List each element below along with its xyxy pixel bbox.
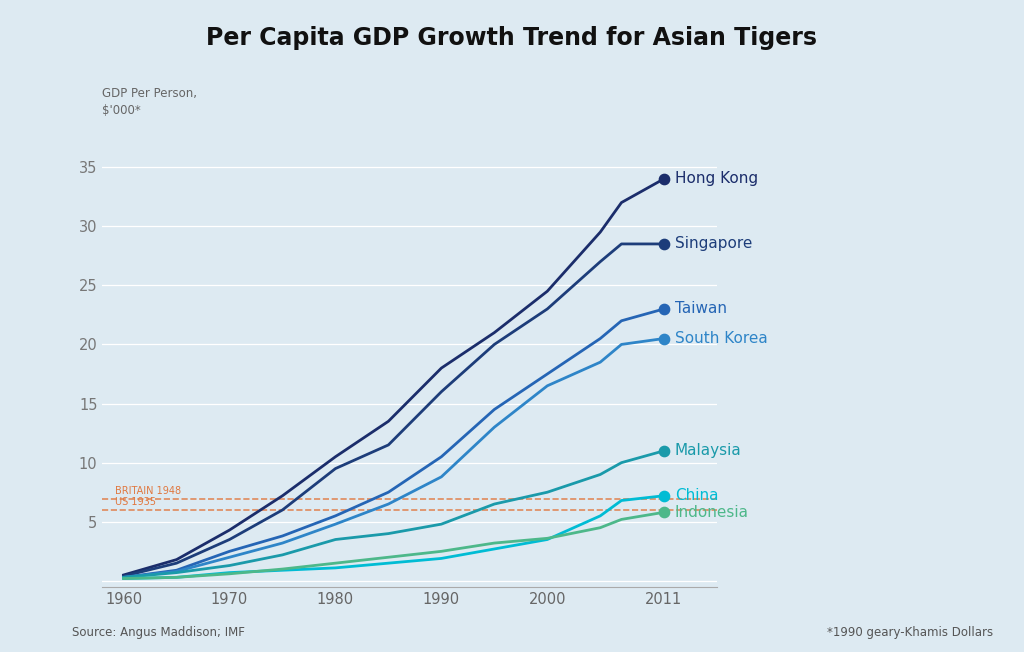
Text: US 1935: US 1935: [115, 497, 156, 507]
Point: [655, 333, 672, 344]
Text: China: China: [675, 488, 719, 503]
Text: GDP Per Person,
$'000*: GDP Per Person, $'000*: [102, 87, 198, 117]
Text: Singapore: Singapore: [675, 237, 753, 252]
Text: *1990 geary-Khamis Dollars: *1990 geary-Khamis Dollars: [827, 626, 993, 639]
Point: [655, 445, 672, 456]
Text: BRITAIN 1948: BRITAIN 1948: [115, 486, 181, 496]
Point: [655, 507, 672, 518]
Text: Malaysia: Malaysia: [675, 443, 741, 458]
Text: Hong Kong: Hong Kong: [675, 171, 758, 186]
Point: [655, 239, 672, 249]
Text: Indonesia: Indonesia: [675, 505, 749, 520]
Text: South Korea: South Korea: [675, 331, 768, 346]
Point: [655, 304, 672, 314]
Text: Taiwan: Taiwan: [675, 301, 727, 316]
Point: [655, 490, 672, 501]
Text: Source: Angus Maddison; IMF: Source: Angus Maddison; IMF: [72, 626, 245, 639]
Point: [655, 173, 672, 184]
Text: Per Capita GDP Growth Trend for Asian Tigers: Per Capita GDP Growth Trend for Asian Ti…: [207, 26, 817, 50]
